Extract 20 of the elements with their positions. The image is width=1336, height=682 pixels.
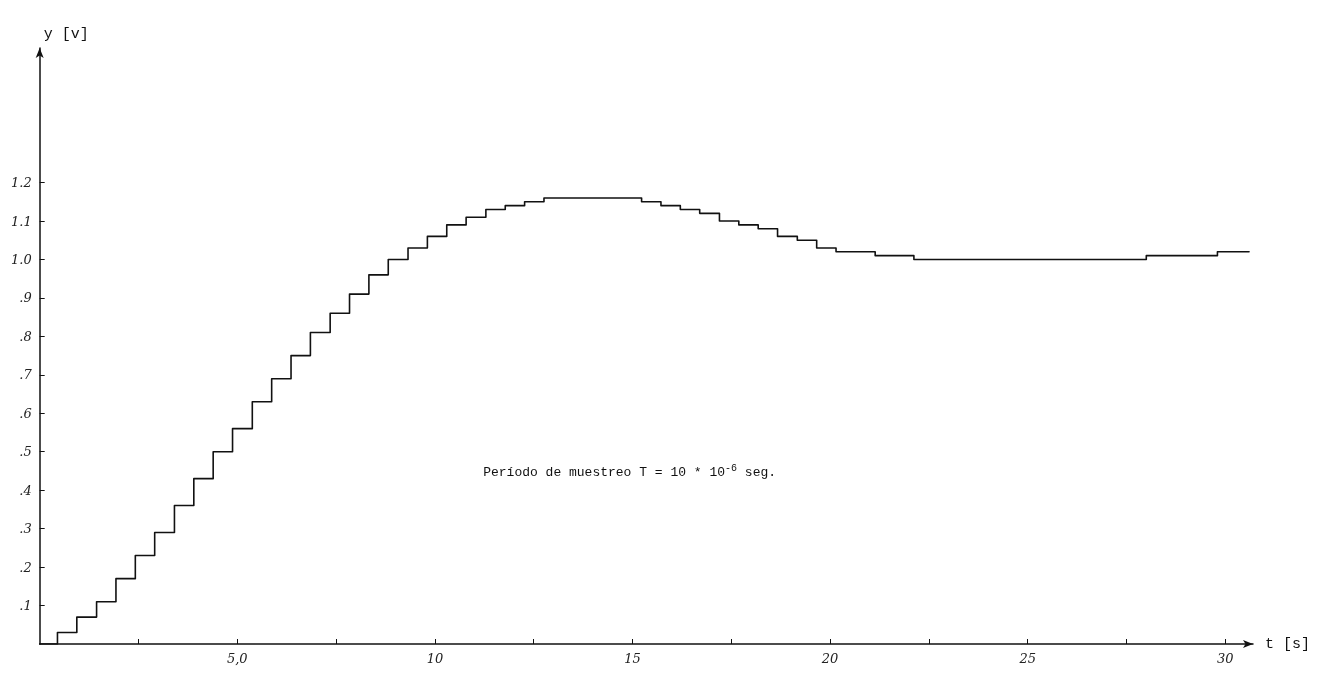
- x-tick-label: 10: [426, 651, 444, 666]
- y-tick-label: .5: [19, 444, 32, 460]
- y-tick-label: 1.1: [10, 213, 32, 229]
- y-tick-label: .7: [19, 367, 33, 383]
- y-tick-label: 1.0: [10, 251, 32, 267]
- y-tick-label: .1: [19, 598, 32, 614]
- y-tick-label: .3: [19, 521, 32, 537]
- y-tick-label: .6: [19, 405, 32, 421]
- x-tick-label: 15: [624, 651, 641, 666]
- x-tick-label: 5,0: [226, 651, 248, 666]
- x-tick-label: 30: [1217, 651, 1234, 666]
- y-axis-title: y [v]: [43, 26, 89, 43]
- y-tick-label: .2: [19, 559, 32, 575]
- x-axis-title: t [s]: [1265, 635, 1311, 653]
- y-tick-label: .4: [19, 482, 32, 498]
- y-tick-label: .9: [19, 290, 32, 306]
- y-tick-label: 1.2: [10, 175, 32, 191]
- x-tick-label: 25: [1018, 651, 1036, 666]
- x-tick-label: 20: [820, 651, 839, 666]
- y-tick-label: .8: [19, 328, 32, 344]
